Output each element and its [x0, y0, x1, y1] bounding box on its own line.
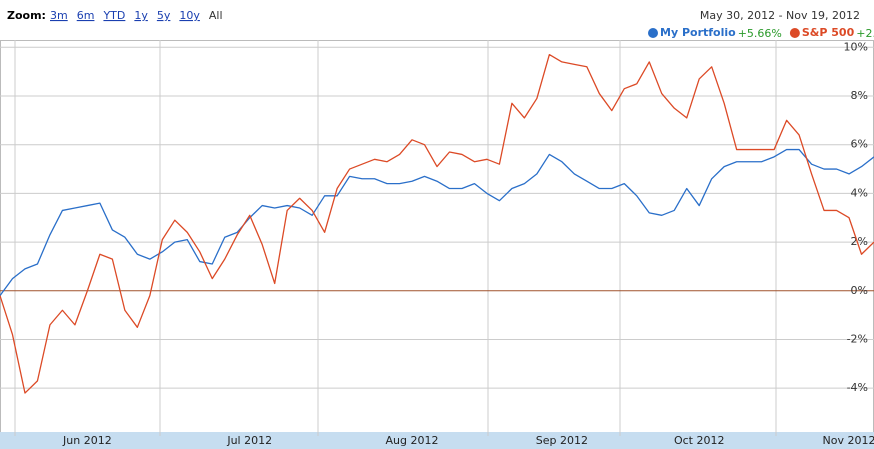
zoom-option[interactable]: 1y — [134, 9, 148, 22]
y-tick-label: 4% — [851, 186, 868, 199]
series-line — [0, 53, 874, 394]
y-tick-label: 0% — [851, 284, 868, 297]
x-tick-label: Nov 2012 — [823, 434, 874, 447]
y-tick-label: -2% — [847, 332, 868, 345]
legend: My Portfolio+5.66% S&P 500+2.06% — [648, 26, 874, 40]
zoom-option[interactable]: 3m — [50, 9, 68, 22]
series-line — [0, 148, 874, 297]
x-tick-label: Aug 2012 — [386, 434, 439, 447]
legend-name: My Portfolio — [660, 26, 736, 39]
zoom-option[interactable]: 5y — [157, 9, 171, 22]
x-axis-band — [0, 432, 874, 449]
y-tick-label: 10% — [844, 40, 868, 53]
legend-marker — [789, 28, 800, 38]
legend-marker — [648, 28, 658, 38]
legend-change: +2.06% — [856, 27, 874, 40]
date-range: May 30, 2012 - Nov 19, 2012 — [700, 9, 860, 22]
zoom-label: Zoom: — [7, 9, 46, 22]
x-tick-label: Oct 2012 — [674, 434, 725, 447]
y-tick-label: -4% — [847, 381, 868, 394]
y-tick-label: 2% — [851, 235, 868, 248]
month-grid — [14, 40, 777, 436]
x-tick-label: Jun 2012 — [62, 434, 112, 447]
y-tick-label: 8% — [851, 89, 868, 102]
legend-name: S&P 500 — [802, 26, 855, 39]
x-tick-label: Sep 2012 — [536, 434, 588, 447]
plot-frame — [0, 40, 874, 433]
zoom-option[interactable]: YTD — [102, 9, 125, 22]
x-tick-label: Jul 2012 — [226, 434, 272, 447]
legend-change: +5.66% — [738, 27, 782, 40]
zoom-option[interactable]: 10y — [179, 9, 200, 22]
zoom-option[interactable]: All — [209, 9, 223, 22]
zoom-option[interactable]: 6m — [77, 9, 95, 22]
y-tick-label: 6% — [851, 138, 868, 151]
